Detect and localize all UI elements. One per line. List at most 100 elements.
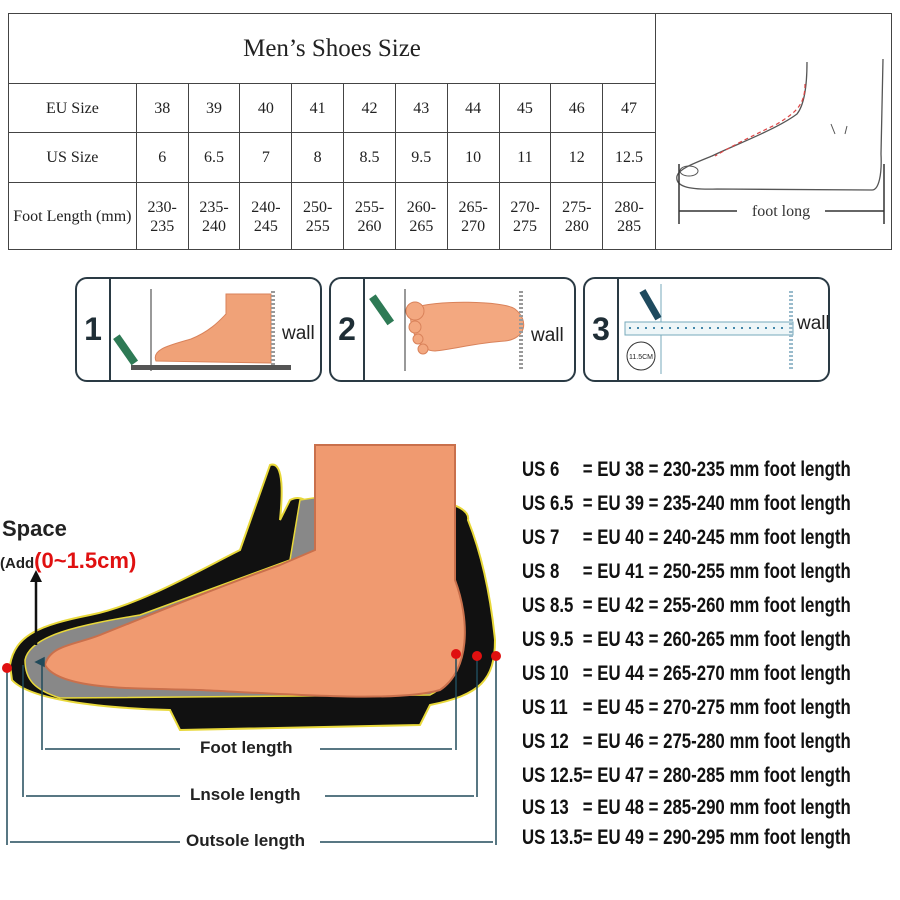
conversion: = EU 41 = 250-255 mm foot length	[582, 560, 851, 583]
us-size: US 9.5	[522, 628, 574, 651]
table-cell: 235-240	[189, 183, 241, 250]
table-cell: 270-275	[500, 183, 552, 250]
table-cell: 40	[240, 84, 293, 132]
table-cell: 43	[396, 84, 448, 132]
foot-outline-icon: foot long	[676, 58, 885, 224]
table-cell: 45	[500, 84, 552, 132]
size-conversion-line: US 6.5 = EU 39 = 235-240 mm foot length	[522, 492, 851, 516]
size-table: Men’s Shoes Size EU Size 38 39 40 41 42 43 44 45…	[8, 13, 892, 250]
table-cell: 255-260	[344, 183, 396, 250]
step-number: 1	[77, 279, 111, 380]
space-label: Space	[2, 516, 67, 541]
conversion: = EU 39 = 235-240 mm foot length	[582, 492, 851, 515]
table-row: Foot Length (mm) 230-235 235-240 240-245 250…	[9, 183, 655, 250]
size-conversion-line: US 13.5= EU 49 = 290-295 mm foot length	[522, 826, 851, 850]
conversion: = EU 48 = 285-290 mm foot length	[582, 796, 851, 819]
us-size: US 12.5	[522, 764, 583, 787]
table-row: EU Size 38 39 40 41 42 43 44 45 46 47	[9, 84, 655, 133]
size-conversion-line: US 8.5 = EU 42 = 255-260 mm foot length	[522, 594, 851, 618]
us-size: US 7	[522, 526, 560, 549]
table-cell: 12	[551, 133, 604, 182]
step-3-panel: 3 11.5CM wall	[583, 277, 830, 382]
size-conversion-line: US 12 = EU 46 = 275-280 mm foot length	[522, 730, 851, 754]
size-conversion-line: US 11 = EU 45 = 270-275 mm foot length	[522, 696, 851, 720]
table-cell: 10	[448, 133, 500, 182]
conversion: = EU 46 = 275-280 mm foot length	[582, 730, 851, 753]
table-cell: 7	[240, 133, 293, 182]
table-cell: 41	[292, 84, 345, 132]
table-row: US Size 6 6.5 7 8 8.5 9.5 10 11 12 12.5	[9, 133, 655, 183]
us-size: US 12	[522, 730, 569, 753]
foot-against-wall-icon	[113, 289, 291, 371]
table-cell: 39	[189, 84, 241, 132]
table-cell: 11	[500, 133, 552, 182]
ruler-measurement-icon: 11.5CM	[624, 284, 794, 374]
step-number: 2	[331, 279, 365, 380]
add-prefix: (Add	[0, 555, 35, 572]
size-conversion-line: US 7 = EU 40 = 240-245 mm foot length	[522, 526, 851, 550]
us-size: US 13	[522, 796, 569, 819]
size-conversion-line: US 8 = EU 41 = 250-255 mm foot length	[522, 560, 851, 584]
step-number: 3	[585, 279, 619, 380]
table-cell: 12.5	[615, 149, 644, 166]
us-size: US 8	[522, 560, 560, 583]
conversion: = EU 47 = 280-285 mm foot length	[582, 764, 851, 787]
us-size: US 8.5	[522, 594, 574, 617]
conversion: = EU 43 = 260-265 mm foot length	[582, 628, 851, 651]
wall-label: wall	[531, 325, 564, 346]
us-size: US 10	[522, 662, 569, 685]
table-cell: 250-255	[292, 183, 345, 250]
table-cell: 6	[137, 133, 189, 182]
table-title: Men’s Shoes Size	[9, 14, 656, 84]
foot-long-label: foot long	[752, 203, 810, 220]
table-cell: 240-245	[240, 183, 293, 250]
ruler-reading: 11.5CM	[629, 354, 653, 361]
table-cell: 230-235	[137, 183, 189, 250]
table-cell: 47	[621, 99, 638, 117]
insole-length-label: Lnsole length	[186, 785, 305, 805]
us-size: US 13.5	[522, 826, 583, 849]
conversion: = EU 38 = 230-235 mm foot length	[582, 458, 851, 481]
size-conversion-line: US 6 = EU 38 = 230-235 mm foot length	[522, 458, 851, 482]
table-cell: 260-265	[396, 183, 448, 250]
table-cell: 8.5	[344, 133, 396, 182]
add-value: (0~1.5cm)	[34, 548, 137, 573]
size-grid: EU Size 38 39 40 41 42 43 44 45 46 47 US Size 6 6.5 7 8…	[9, 84, 656, 250]
us-size: US 6	[522, 458, 560, 481]
foot-length-label: Foot length	[196, 738, 297, 758]
conversion: = EU 45 = 270-275 mm foot length	[582, 696, 851, 719]
table-cell: 44	[448, 84, 500, 132]
foot-top-view-icon	[369, 289, 525, 371]
table-cell: 6.5	[189, 133, 241, 182]
step-2-panel: 2 wall	[329, 277, 576, 382]
us-size: US 11	[522, 696, 568, 719]
size-conversion-line: US 13 = EU 48 = 285-290 mm foot length	[522, 796, 851, 820]
table-cell: 265-270	[448, 183, 500, 250]
size-conversion-line: US 9.5 = EU 43 = 260-265 mm foot length	[522, 628, 851, 652]
shoe-cross-section-icon	[2, 444, 501, 845]
conversion: = EU 44 = 265-270 mm foot length	[582, 662, 851, 685]
row-label: Foot Length (mm)	[9, 183, 137, 250]
wall-label: wall	[282, 323, 315, 344]
us-size: US 6.5	[522, 492, 574, 515]
table-cell: 42	[344, 84, 396, 132]
step-1-panel: 1 wall	[75, 277, 322, 382]
wall-label: wall	[797, 313, 830, 334]
size-conversion-line: US 12.5= EU 47 = 280-285 mm foot length	[522, 764, 851, 788]
table-cell: 275-280	[551, 183, 604, 250]
table-cell: 9.5	[396, 133, 448, 182]
table-cell: 8	[292, 133, 345, 182]
foot-length-illustration: foot long	[657, 14, 891, 250]
table-cell: 280-285	[614, 198, 644, 235]
conversion: = EU 49 = 290-295 mm foot length	[582, 826, 851, 849]
row-label: EU Size	[9, 84, 137, 132]
outsole-length-label: Outsole length	[182, 831, 309, 851]
add-label: (Add(0~1.5cm)	[0, 548, 136, 574]
conversion: = EU 42 = 255-260 mm foot length	[582, 594, 851, 617]
table-cell: 46	[551, 84, 604, 132]
conversion: = EU 40 = 240-245 mm foot length	[582, 526, 851, 549]
size-conversion-line: US 10 = EU 44 = 265-270 mm foot length	[522, 662, 851, 686]
shoe-length-diagram: Space (Add(0~1.5cm) Foot length Lnsole l…	[0, 440, 510, 865]
table-cell: 38	[137, 84, 189, 132]
row-label: US Size	[9, 133, 137, 182]
